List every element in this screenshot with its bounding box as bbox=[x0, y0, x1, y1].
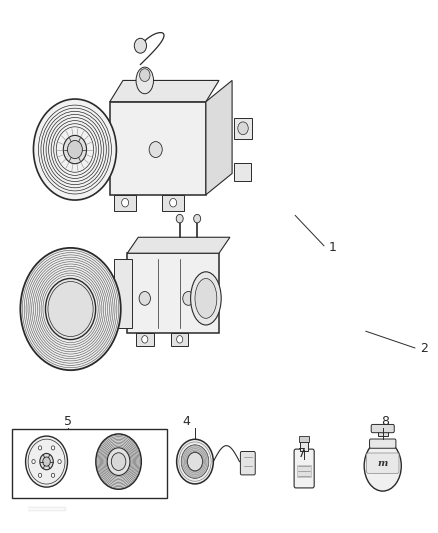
Ellipse shape bbox=[191, 272, 221, 325]
Circle shape bbox=[25, 436, 67, 487]
FancyBboxPatch shape bbox=[297, 465, 311, 477]
Ellipse shape bbox=[195, 278, 217, 318]
Polygon shape bbox=[110, 80, 219, 102]
Polygon shape bbox=[206, 80, 232, 195]
Text: 1: 1 bbox=[328, 241, 336, 254]
Circle shape bbox=[238, 122, 248, 135]
Text: m: m bbox=[378, 459, 388, 467]
Circle shape bbox=[39, 473, 42, 478]
Text: 8: 8 bbox=[381, 415, 389, 428]
FancyBboxPatch shape bbox=[162, 195, 184, 211]
FancyBboxPatch shape bbox=[240, 451, 255, 475]
Text: 7: 7 bbox=[298, 447, 306, 460]
Circle shape bbox=[46, 278, 95, 340]
FancyBboxPatch shape bbox=[371, 424, 394, 433]
Circle shape bbox=[187, 452, 203, 471]
Circle shape bbox=[51, 473, 55, 478]
Circle shape bbox=[134, 38, 147, 53]
FancyBboxPatch shape bbox=[378, 431, 388, 436]
Circle shape bbox=[181, 445, 209, 478]
Circle shape bbox=[20, 248, 121, 370]
Circle shape bbox=[67, 141, 82, 159]
Circle shape bbox=[107, 448, 130, 475]
Circle shape bbox=[39, 446, 42, 450]
Circle shape bbox=[149, 142, 162, 158]
Circle shape bbox=[177, 439, 213, 484]
Circle shape bbox=[40, 454, 53, 470]
Circle shape bbox=[32, 459, 35, 464]
Circle shape bbox=[96, 434, 141, 489]
FancyBboxPatch shape bbox=[370, 439, 396, 448]
Circle shape bbox=[142, 336, 148, 343]
Circle shape bbox=[43, 457, 50, 466]
FancyBboxPatch shape bbox=[300, 442, 308, 451]
FancyBboxPatch shape bbox=[299, 437, 309, 442]
Circle shape bbox=[48, 281, 93, 336]
Circle shape bbox=[177, 336, 183, 343]
FancyBboxPatch shape bbox=[234, 163, 251, 181]
Ellipse shape bbox=[364, 441, 401, 491]
Circle shape bbox=[122, 198, 129, 207]
Circle shape bbox=[183, 292, 194, 305]
Text: 5: 5 bbox=[64, 415, 72, 428]
Text: 2: 2 bbox=[420, 342, 428, 356]
FancyBboxPatch shape bbox=[136, 333, 153, 346]
FancyBboxPatch shape bbox=[114, 259, 132, 328]
FancyBboxPatch shape bbox=[114, 195, 136, 211]
Circle shape bbox=[139, 292, 150, 305]
Circle shape bbox=[194, 214, 201, 223]
Circle shape bbox=[64, 135, 87, 164]
Ellipse shape bbox=[136, 67, 153, 94]
Circle shape bbox=[111, 453, 126, 471]
FancyBboxPatch shape bbox=[171, 333, 188, 346]
FancyBboxPatch shape bbox=[367, 453, 399, 473]
Circle shape bbox=[170, 198, 177, 207]
Circle shape bbox=[33, 99, 117, 200]
Polygon shape bbox=[127, 237, 230, 253]
FancyBboxPatch shape bbox=[127, 253, 219, 333]
FancyBboxPatch shape bbox=[294, 449, 314, 488]
FancyBboxPatch shape bbox=[234, 118, 252, 139]
Circle shape bbox=[58, 459, 61, 464]
Circle shape bbox=[176, 214, 183, 223]
Text: 4: 4 bbox=[182, 415, 190, 428]
FancyBboxPatch shape bbox=[110, 102, 206, 195]
Circle shape bbox=[51, 446, 55, 450]
Circle shape bbox=[140, 69, 150, 82]
